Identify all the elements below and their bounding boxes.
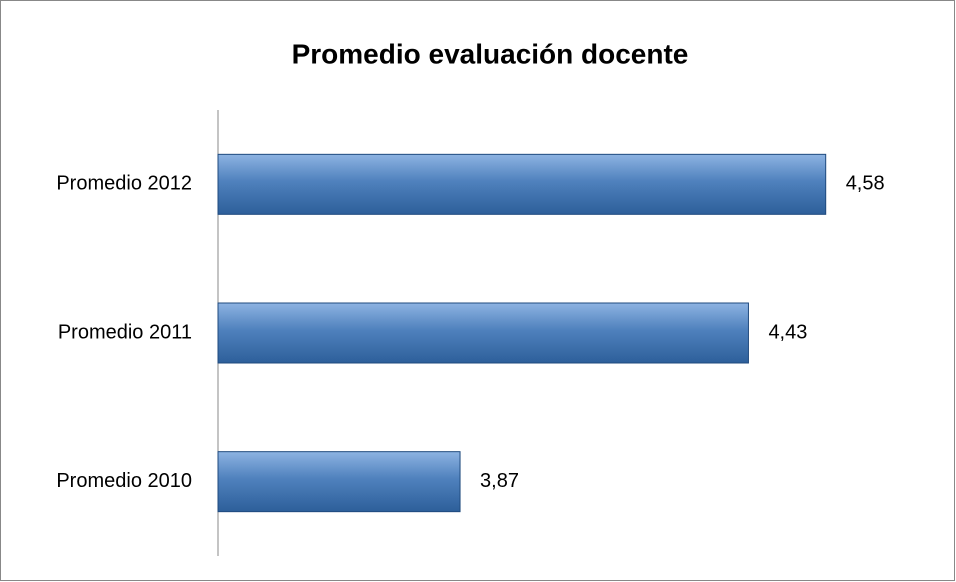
bar — [217, 153, 827, 215]
data-label: 4,58 — [846, 173, 885, 195]
data-label: 4,43 — [768, 321, 807, 343]
bar — [217, 451, 461, 513]
chart-title: Promedio evaluación docente — [292, 38, 689, 69]
data-label: 3,87 — [480, 470, 519, 492]
y-tick-label: Promedio 2012 — [56, 173, 192, 195]
y-tick-label: Promedio 2011 — [58, 321, 192, 343]
bar — [217, 302, 749, 364]
y-tick-label: Promedio 2010 — [56, 470, 192, 492]
